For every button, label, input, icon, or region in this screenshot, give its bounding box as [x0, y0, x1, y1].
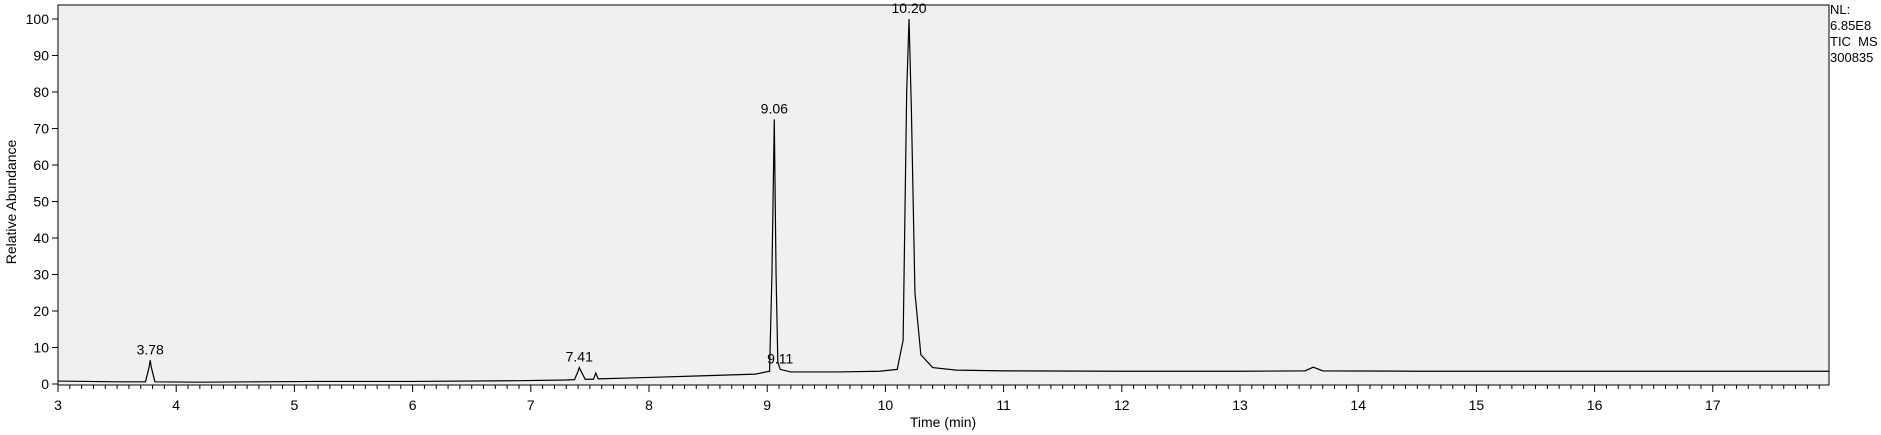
y-tick-label: 60 — [33, 157, 49, 173]
peak-labels: 3.78 7.41 9.06 9.11 10.20 — [137, 0, 927, 366]
y-tick-label: 90 — [33, 48, 49, 64]
x-tick-label: 12 — [1114, 397, 1130, 413]
x-tick-label: 6 — [409, 397, 417, 413]
x-tick-label: 3 — [54, 397, 62, 413]
x-tick-label: 16 — [1587, 397, 1603, 413]
info-line: 300835 — [1830, 50, 1873, 65]
info-line: TIC MS — [1830, 34, 1878, 49]
info-line: 6.85E8 — [1830, 18, 1871, 33]
y-tick-label: 100 — [26, 11, 50, 27]
peak-label: 10.20 — [892, 0, 927, 16]
y-axis: 0 10 20 30 40 50 60 70 80 90 100 — [26, 11, 58, 392]
plot-background — [57, 4, 1830, 386]
y-tick-label: 10 — [33, 340, 49, 356]
x-axis-title: Time (min) — [910, 414, 976, 430]
x-axis: 3 4 5 6 7 8 9 10 11 12 13 14 15 16 17 — [54, 385, 1820, 413]
chromatogram-trace — [57, 18, 1829, 383]
x-tick-label: 9 — [763, 397, 771, 413]
y-tick-label: 0 — [41, 376, 49, 392]
x-tick-label: 8 — [645, 397, 653, 413]
x-tick-label: 14 — [1350, 397, 1366, 413]
y-tick-label: 20 — [33, 303, 49, 319]
x-tick-label: 11 — [996, 397, 1011, 413]
peak-label: 9.11 — [767, 350, 793, 366]
peak-label: 3.78 — [137, 341, 164, 357]
peak-label: 9.06 — [761, 100, 788, 116]
peak-label: 7.41 — [566, 349, 593, 365]
x-tick-label: 10 — [878, 397, 894, 413]
y-tick-label: 50 — [33, 194, 49, 210]
x-tick-label: 17 — [1705, 397, 1721, 413]
y-axis-title: Relative Abundance — [3, 140, 19, 265]
y-tick-label: 40 — [33, 230, 49, 246]
y-tick-label: 70 — [33, 121, 49, 137]
y-tick-label: 80 — [33, 84, 49, 100]
x-tick-label: 7 — [527, 397, 535, 413]
normalization-info: NL: 6.85E8 TIC MS 300835 — [1830, 2, 1878, 65]
x-tick-label: 13 — [1232, 397, 1248, 413]
info-line: NL: — [1830, 2, 1850, 17]
y-tick-label: 30 — [33, 267, 49, 283]
x-tick-label: 15 — [1469, 397, 1485, 413]
x-tick-label: 5 — [291, 397, 299, 413]
x-tick-label: 4 — [172, 397, 180, 413]
